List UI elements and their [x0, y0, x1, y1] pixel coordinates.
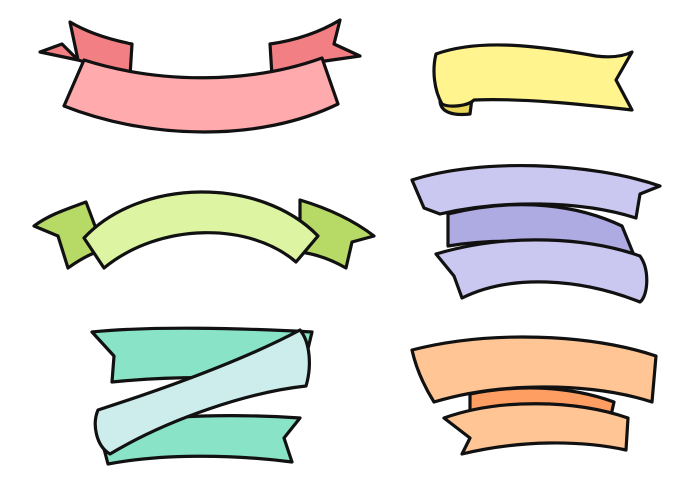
ribbon-yellow	[432, 43, 634, 117]
ribbon-green	[32, 190, 376, 270]
ribbon-purple	[410, 163, 662, 304]
ribbon-pink-band	[62, 56, 340, 134]
ribbon-teal-band	[93, 328, 311, 456]
ribbon-yellow-band	[432, 43, 634, 112]
ribbon-pink-right-tail	[268, 18, 362, 78]
ribbon-orange-bottom	[442, 402, 630, 456]
ribbon-green-right-tail	[298, 198, 376, 270]
ribbon-purple-bottom	[434, 238, 649, 304]
ribbon-orange-top	[410, 335, 658, 404]
ribbon-orange	[410, 335, 658, 456]
ribbon-teal	[90, 326, 314, 466]
ribbon-pink-left-tail	[38, 20, 134, 78]
ribbon-pink	[38, 18, 362, 134]
ribbon-purple-top	[410, 163, 662, 220]
ribbon-green-band	[82, 190, 320, 270]
